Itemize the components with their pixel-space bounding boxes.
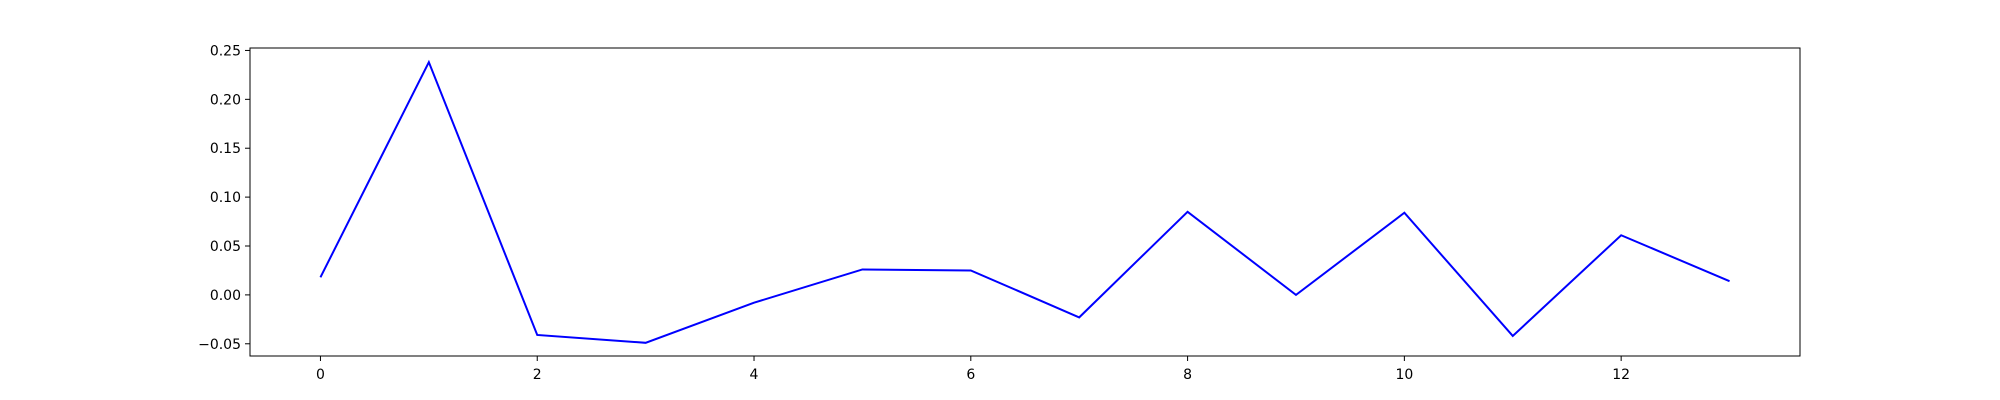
x-tick-label: 6 [966, 367, 975, 383]
y-tick-label: 0.10 [210, 190, 241, 206]
x-axis: 0 2 4 6 8 10 12 [316, 356, 1630, 383]
x-tick-label: 2 [533, 367, 542, 383]
y-tick-label: 0.20 [210, 92, 241, 108]
x-tick-label: 8 [1183, 367, 1192, 383]
series-line-0 [319, 59, 1730, 344]
axes-frame [249, 47, 1801, 357]
y-tick-label: 0.00 [210, 288, 241, 304]
plot-area [319, 59, 1730, 344]
x-tick-label: 4 [750, 367, 759, 383]
x-tick-label: 0 [316, 367, 325, 383]
y-tick-label: −0.05 [198, 337, 241, 353]
y-tick-label: 0.15 [210, 141, 241, 157]
x-tick-label: 12 [1612, 367, 1630, 383]
y-tick-label: 0.25 [210, 43, 241, 59]
x-tick-label: 10 [1395, 367, 1413, 383]
y-tick-label: 0.05 [210, 239, 241, 255]
y-axis: −0.05 0.00 0.05 0.10 0.15 0.20 0.25 [198, 43, 250, 353]
